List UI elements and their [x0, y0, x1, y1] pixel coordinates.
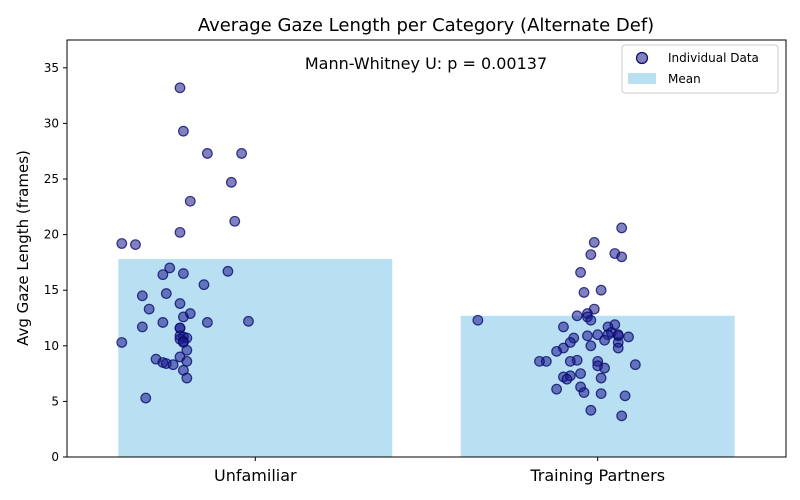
data-point — [222, 265, 234, 277]
data-point — [585, 340, 597, 352]
data-point — [623, 331, 634, 343]
data-point — [585, 404, 597, 416]
data-point — [599, 362, 610, 374]
data-point — [592, 329, 604, 341]
data-point — [612, 342, 624, 354]
y-tick-label: 20 — [44, 228, 59, 242]
data-point — [178, 125, 189, 137]
data-point — [164, 262, 176, 274]
data-point — [116, 337, 128, 348]
data-point — [571, 310, 583, 322]
data-point — [160, 288, 172, 299]
data-point — [229, 215, 241, 227]
data-point — [130, 239, 141, 251]
significance-annotation: Mann-Whitney U: p = 0.00137 — [305, 54, 547, 73]
x-tick-label: Unfamiliar — [214, 466, 297, 485]
legend-label-points: Individual Data — [668, 51, 759, 65]
data-point — [178, 268, 189, 279]
data-point — [551, 383, 563, 395]
data-point — [561, 373, 573, 385]
data-point — [178, 311, 189, 323]
data-point — [616, 222, 628, 234]
y-tick-label: 30 — [44, 116, 59, 130]
data-point — [582, 330, 593, 342]
legend-box — [621, 44, 779, 94]
data-point — [140, 392, 152, 404]
data-point — [174, 226, 186, 238]
data-point — [619, 390, 631, 402]
data-point — [588, 236, 600, 248]
chart-title: Average Gaze Length per Category (Altern… — [198, 15, 654, 36]
data-point — [616, 251, 628, 263]
data-point — [578, 387, 590, 398]
data-point — [551, 345, 563, 357]
axes-layer: 0 5 10 15 20 25 30 35 Unfamiliar Training Partner… — [44, 39, 787, 485]
plot-frame — [66, 39, 787, 458]
data-point — [599, 334, 610, 346]
legend-marker-points — [635, 51, 649, 65]
data-point — [136, 321, 148, 333]
y-axis-label: Avg Gaze Length (frames) — [14, 150, 32, 346]
data-point — [595, 388, 607, 400]
data-point — [143, 303, 155, 315]
x-tick-label: Training Partners — [529, 466, 665, 485]
data-point — [564, 337, 576, 348]
y-tick-label: 25 — [44, 172, 59, 186]
y-tick-label: 0 — [51, 450, 59, 464]
y-tick-label: 35 — [44, 61, 59, 75]
data-point — [225, 176, 237, 188]
data-point — [575, 267, 586, 278]
data-point — [174, 82, 186, 94]
data-point — [540, 355, 552, 367]
data-point — [629, 359, 641, 371]
data-point — [157, 269, 169, 281]
data-point — [236, 148, 248, 159]
data-point — [575, 368, 586, 380]
data-point — [612, 329, 624, 341]
data-point — [181, 344, 193, 356]
data-point — [136, 290, 148, 302]
legend-marker-bars — [628, 73, 656, 84]
data-point — [595, 372, 607, 384]
data-point — [243, 315, 254, 327]
data-point — [472, 314, 484, 326]
data-point — [181, 372, 193, 384]
data-point — [616, 410, 628, 422]
points-layer — [116, 82, 641, 422]
data-point — [558, 321, 569, 333]
data-point — [116, 238, 128, 249]
legend: Individual Data Mean — [621, 44, 779, 94]
data-point — [157, 317, 169, 328]
data-point — [201, 317, 213, 328]
data-point — [585, 314, 597, 326]
data-point — [595, 284, 607, 296]
data-point — [198, 279, 210, 291]
data-point — [578, 287, 590, 298]
data-point — [167, 359, 179, 371]
data-point — [564, 355, 576, 367]
data-point — [184, 195, 196, 207]
data-point — [181, 355, 193, 367]
data-point — [201, 148, 213, 159]
y-tick-label: 5 — [51, 394, 59, 408]
legend-label-bars: Mean — [668, 72, 701, 86]
y-tick-label: 10 — [44, 339, 59, 353]
data-point — [174, 298, 186, 309]
data-point — [585, 249, 597, 261]
y-tick-label: 15 — [44, 283, 59, 297]
